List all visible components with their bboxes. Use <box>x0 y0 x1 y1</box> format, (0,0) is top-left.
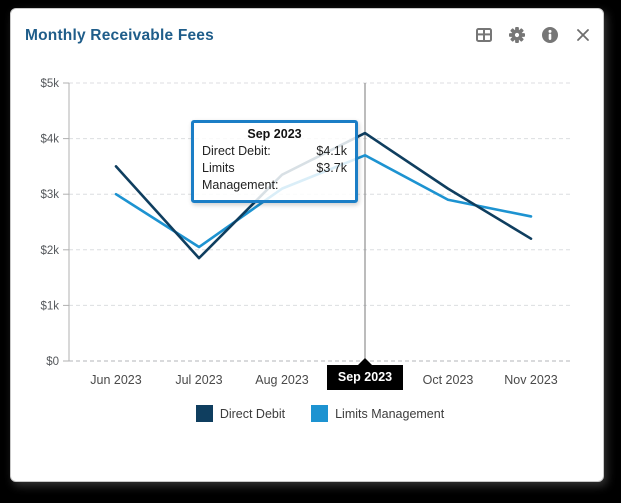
x-axis-label: Jul 2023 <box>175 373 223 387</box>
close-button[interactable] <box>574 26 592 44</box>
hover-tooltip: Sep 2023 Direct Debit: $4.1k Limits Mana… <box>191 120 358 203</box>
legend-label: Direct Debit <box>219 406 286 421</box>
tooltip-title: Sep 2023 <box>247 127 302 141</box>
selected-month-label: Sep 2023 <box>337 370 393 384</box>
tooltip-series-value: $3.7k <box>316 161 347 175</box>
x-axis-label: Jun 2023 <box>90 373 142 387</box>
widget-toolbar <box>475 26 592 44</box>
tooltip-row: Limits Management: $3.7k <box>202 160 347 194</box>
tooltip-row: Direct Debit: $4.1k <box>202 143 347 160</box>
x-axis-label: Nov 2023 <box>504 373 558 387</box>
x-axis-label: Aug 2023 <box>255 373 309 387</box>
tooltip-series-label: Limits Management: <box>202 161 279 192</box>
y-axis-label: $4k <box>40 134 59 146</box>
legend-label: Limits Management <box>335 406 445 421</box>
y-axis-label: $3k <box>40 189 59 201</box>
settings-button[interactable] <box>508 26 526 44</box>
y-axis-label: $1k <box>40 300 59 312</box>
widget-title: Monthly Receivable Fees <box>25 27 214 44</box>
chart-widget-panel: Monthly Receivable Fees <box>10 8 604 482</box>
tooltip-series-value: $4.1k <box>316 144 347 158</box>
selected-month-badge: Sep 2023 <box>327 358 403 390</box>
settings-gear-icon <box>509 27 525 43</box>
chart-legend: Direct Debit Limits Management <box>69 405 571 422</box>
badge-pointer-triangle <box>358 358 372 365</box>
table-view-button[interactable] <box>475 26 493 44</box>
legend-item-limits-management[interactable]: Limits Management <box>311 405 444 422</box>
x-axis-label: Oct 2023 <box>422 373 474 387</box>
close-icon <box>577 29 589 41</box>
info-icon <box>542 27 558 43</box>
y-axis-label: $2k <box>40 245 59 257</box>
y-axis-label: $5k <box>40 78 59 90</box>
table-icon <box>476 28 492 42</box>
tooltip-series-label: Direct Debit: <box>202 144 271 158</box>
y-axis-label: $0 <box>46 356 59 368</box>
legend-swatch-direct-debit <box>195 405 213 422</box>
legend-swatch-limits-management <box>311 405 329 422</box>
info-button[interactable] <box>541 26 559 44</box>
legend-item-direct-debit[interactable]: Direct Debit <box>195 405 286 422</box>
